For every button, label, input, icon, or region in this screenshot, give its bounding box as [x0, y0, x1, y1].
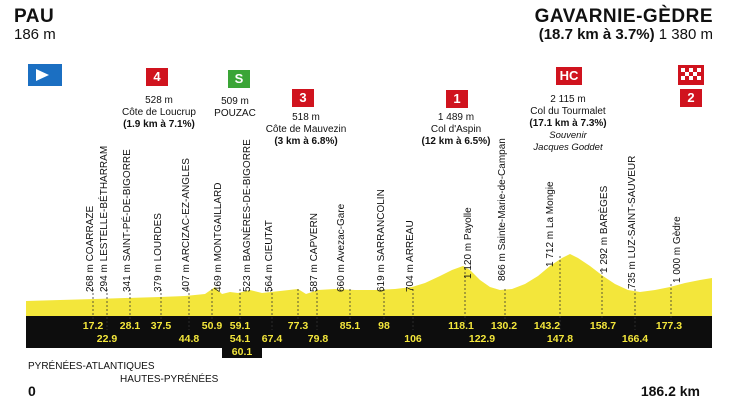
finish-detail: (18.7 km à 3.7%): [538, 26, 655, 43]
climb-altitude: 518 m: [292, 112, 320, 123]
distance-total: 186.2 km: [640, 383, 700, 399]
climb-altitude: 1 489 m: [437, 112, 475, 123]
waypoint-label: 1 712 m La Mongie: [545, 181, 556, 267]
climb-label-loucrup: 528 m Côte de Loucrup (1.9 km à 7.1%): [104, 95, 214, 131]
climb-label-pouzac: 509 m POUZAC: [210, 96, 260, 120]
climb-name: Col du Tourmalet: [530, 106, 606, 117]
climb-name: Côte de Mauvezin: [265, 124, 347, 135]
waypoint-label: 1 000 m Gèdre: [672, 216, 683, 283]
climb-note: Jacques Goddet: [533, 142, 603, 153]
waypoint-label: 379 m LOURDES: [153, 213, 164, 292]
km-marker: 28.1: [119, 320, 141, 332]
climb-detail: (12 km à 6.5%): [421, 136, 491, 147]
waypoint-label: 1 120 m Payolle: [463, 207, 474, 279]
km-marker: 54.1: [229, 333, 251, 345]
sprint-name: POUZAC: [214, 108, 256, 119]
department-label: PYRÉNÉES-ATLANTIQUES: [28, 361, 155, 372]
km-marker: 37.5: [150, 320, 172, 332]
km-marker: 118.1: [448, 320, 474, 332]
km-marker: 177.3: [655, 320, 683, 332]
climb-category-badge: HC: [556, 67, 582, 85]
climb-altitude: 2 115 m: [550, 94, 586, 105]
km-marker: 17.2: [82, 320, 104, 332]
climb-name: Côte de Loucrup: [122, 107, 196, 118]
climb-altitude: 528 m: [145, 95, 173, 106]
km-marker: 60.1: [222, 346, 262, 358]
sprint-badge: S: [228, 70, 250, 88]
climb-category-badge: 4: [146, 68, 168, 86]
distance-band: [26, 316, 712, 348]
km-marker: 122.9: [468, 333, 496, 345]
km-marker: 130.2: [490, 320, 518, 332]
km-marker: 67.4: [261, 333, 283, 345]
elevation-profile: [26, 254, 712, 316]
km-marker: 158.7: [589, 320, 617, 332]
km-marker: 44.8: [178, 333, 200, 345]
climb-name: Col d'Aspin: [430, 124, 482, 135]
waypoint-label: 660 m Avezac-Gare: [336, 203, 347, 292]
km-marker: 166.4: [621, 333, 649, 345]
km-marker: 59.1: [229, 320, 251, 332]
km-marker: 50.9: [201, 320, 223, 332]
climb-label-mauvezin: 518 m Côte de Mauvezin (3 km à 6.8%): [258, 112, 354, 148]
climb-detail: (17.1 km à 7.3%): [529, 118, 607, 129]
climb-note: Souvenir: [549, 130, 587, 141]
climb-detail: (1.9 km à 7.1%): [123, 119, 195, 130]
waypoint-label: 619 m SARRANCOLIN: [376, 189, 387, 292]
finish-flag-icon: [678, 65, 704, 85]
finish-category-badge: 2: [680, 89, 702, 107]
waypoint-label: 469 m MONTGAILLARD: [213, 182, 224, 292]
waypoint-label: 268 m COARRAZE: [85, 205, 96, 292]
km-marker: 98: [378, 320, 390, 332]
start-flag-icon: [28, 64, 62, 86]
sprint-altitude: 509 m: [221, 96, 249, 107]
climb-category-badge: 1: [446, 90, 468, 108]
start-town: PAU: [14, 6, 55, 27]
waypoint-label: 735 m LUZ-SAINT-SAUVEUR: [627, 155, 638, 289]
waypoint-label: 587 m CAPVERN: [309, 213, 320, 292]
waypoint-label: 866 m Sainte-Marie-de-Campan: [497, 138, 508, 281]
waypoint-label: 294 m LESTELLE-BÉTHARRAM: [99, 145, 110, 292]
climb-label-aspin: 1 489 m Col d'Aspin (12 km à 6.5%): [410, 112, 502, 148]
climb-category-badge: 3: [292, 89, 314, 107]
km-marker: 79.8: [307, 333, 329, 345]
waypoint-label: 341 m SAINT-PÉ-DE-BIGORRE: [122, 149, 133, 292]
finish-subtitle: (18.7 km à 3.7%) 1 380 m: [539, 26, 713, 43]
distance-start: 0: [28, 383, 36, 399]
start-altitude: 186 m: [14, 26, 56, 43]
finish-altitude: 1 380 m: [658, 26, 713, 43]
km-marker: 143.2: [533, 320, 561, 332]
waypoint-label: 564 m CIEUTAT: [264, 220, 275, 292]
km-marker: 147.8: [546, 333, 574, 345]
climb-label-tourmalet: 2 115 m Col du Tourmalet (17.1 km à 7.3%…: [515, 94, 621, 154]
km-marker: 77.3: [287, 320, 309, 332]
waypoint-label: 1 292 m BARÈGES: [599, 185, 610, 273]
department-label: HAUTES-PYRÉNÉES: [120, 374, 219, 385]
km-marker: 106: [404, 333, 422, 345]
climb-detail: (3 km à 6.8%): [274, 136, 338, 147]
waypoint-label: 523 m BAGNÈRES-DE-BIGORRE: [242, 139, 253, 292]
km-marker: 22.9: [96, 333, 118, 345]
finish-town: GAVARNIE-GÈDRE: [534, 6, 713, 27]
waypoint-label: 407 m ARCIZAC-EZ-ANGLES: [181, 158, 192, 292]
waypoint-label: 704 m ARREAU: [405, 220, 416, 292]
km-marker: 85.1: [339, 320, 361, 332]
